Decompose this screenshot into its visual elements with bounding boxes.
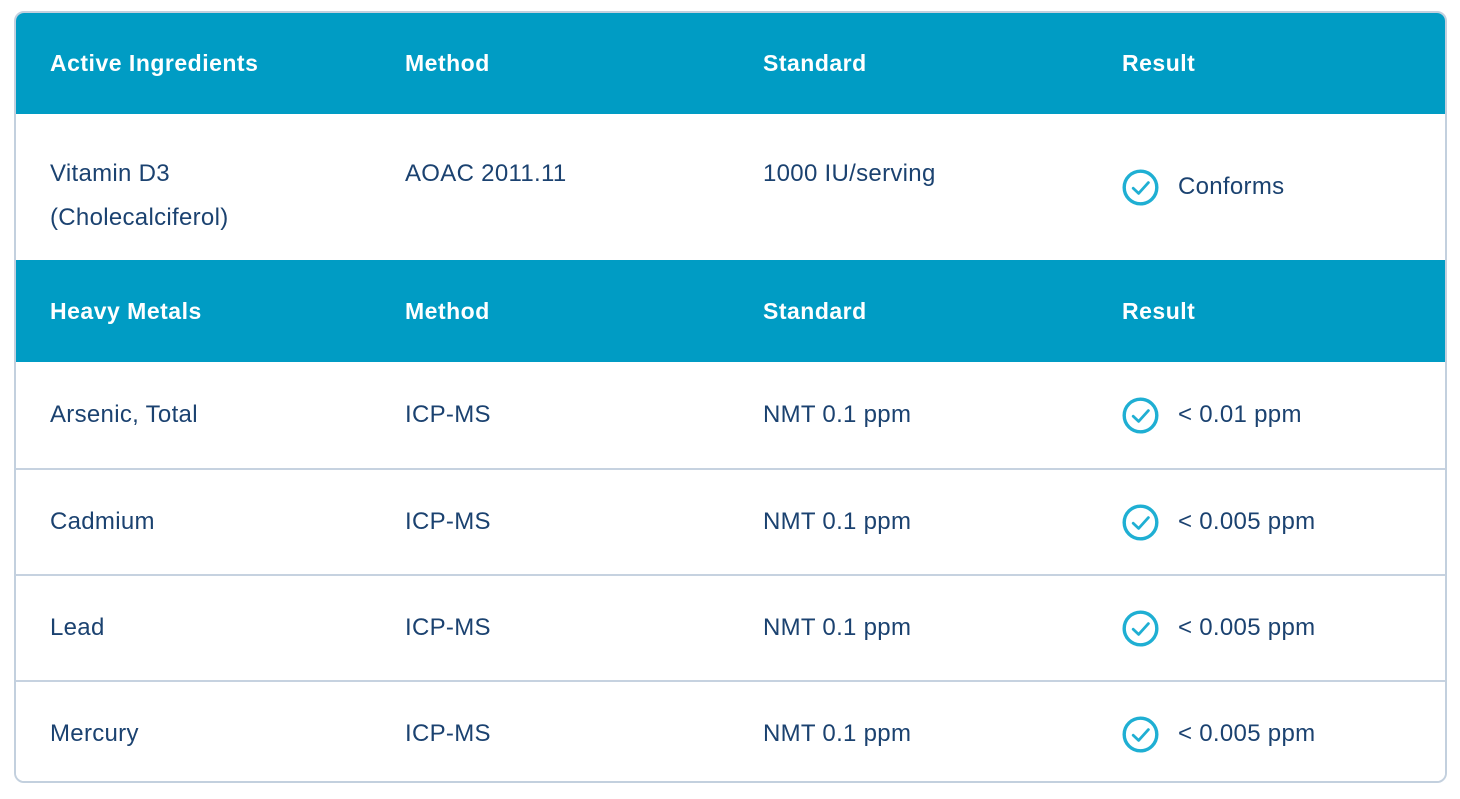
result-cell: Conforms [1122, 114, 1445, 260]
method-cell: AOAC 2011.11 [405, 160, 567, 187]
method-cell: ICP-MS [405, 508, 491, 536]
result-value: < 0.005 ppm [1178, 508, 1316, 536]
check-circle-icon [1122, 716, 1159, 753]
table-row-cadmium: Cadmium ICP-MS NMT 0.1 ppm < 0.005 ppm [16, 468, 1445, 574]
standard-cell: NMT 0.1 ppm [763, 614, 912, 642]
column-header-method: Method [405, 50, 490, 76]
column-header-heavy-metals: Heavy Metals [50, 297, 202, 324]
standard-cell: NMT 0.1 ppm [763, 720, 912, 748]
column-header-method: Method [405, 297, 490, 324]
analyte-cell: Vitamin D3 (Cholecalciferol) [16, 114, 405, 260]
column-header-result: Result [1122, 297, 1196, 324]
table-row-mercury: Mercury ICP-MS NMT 0.1 ppm < 0.005 ppm [16, 680, 1445, 781]
analyte-cell: Arsenic, Total [50, 401, 198, 429]
check-circle-icon [1122, 397, 1159, 434]
check-circle-icon [1122, 504, 1159, 541]
analyte-cell: Cadmium [50, 508, 155, 536]
result-value: < 0.005 ppm [1178, 614, 1316, 642]
check-circle-icon [1122, 169, 1159, 206]
result-cell: < 0.01 ppm [1122, 362, 1445, 468]
method-cell: ICP-MS [405, 401, 491, 429]
column-header-result: Result [1122, 50, 1196, 76]
table-row-arsenic: Arsenic, Total ICP-MS NMT 0.1 ppm < 0.01… [16, 362, 1445, 468]
method-cell: ICP-MS [405, 720, 491, 748]
result-value: < 0.005 ppm [1178, 720, 1316, 748]
standard-cell: NMT 0.1 ppm [763, 401, 912, 429]
column-header-active-ingredients: Active Ingredients [50, 50, 259, 76]
result-cell: < 0.005 ppm [1122, 576, 1445, 680]
analyte-cell: Lead [50, 614, 105, 642]
check-circle-icon [1122, 610, 1159, 647]
result-cell: < 0.005 ppm [1122, 470, 1445, 574]
standard-cell: NMT 0.1 ppm [763, 508, 912, 536]
analyte-name: Vitamin D3 (Cholecalciferol) [50, 160, 229, 231]
result-value: < 0.01 ppm [1178, 401, 1302, 429]
section-header-heavy-metals: Heavy Metals Method Standard Result [16, 260, 1445, 362]
result-cell: < 0.005 ppm [1122, 682, 1445, 781]
table-row-vitamin-d3: Vitamin D3 (Cholecalciferol) AOAC 2011.1… [16, 114, 1445, 260]
column-header-standard: Standard [763, 50, 867, 76]
section-header-active-ingredients: Active Ingredients Method Standard Resul… [16, 13, 1445, 114]
column-header-standard: Standard [763, 297, 867, 324]
coa-results-table: Active Ingredients Method Standard Resul… [14, 11, 1447, 783]
table-row-lead: Lead ICP-MS NMT 0.1 ppm < 0.005 ppm [16, 574, 1445, 680]
result-value: Conforms [1178, 173, 1285, 201]
method-cell: ICP-MS [405, 614, 491, 642]
standard-cell: 1000 IU/serving [763, 160, 936, 187]
analyte-cell: Mercury [50, 720, 139, 748]
